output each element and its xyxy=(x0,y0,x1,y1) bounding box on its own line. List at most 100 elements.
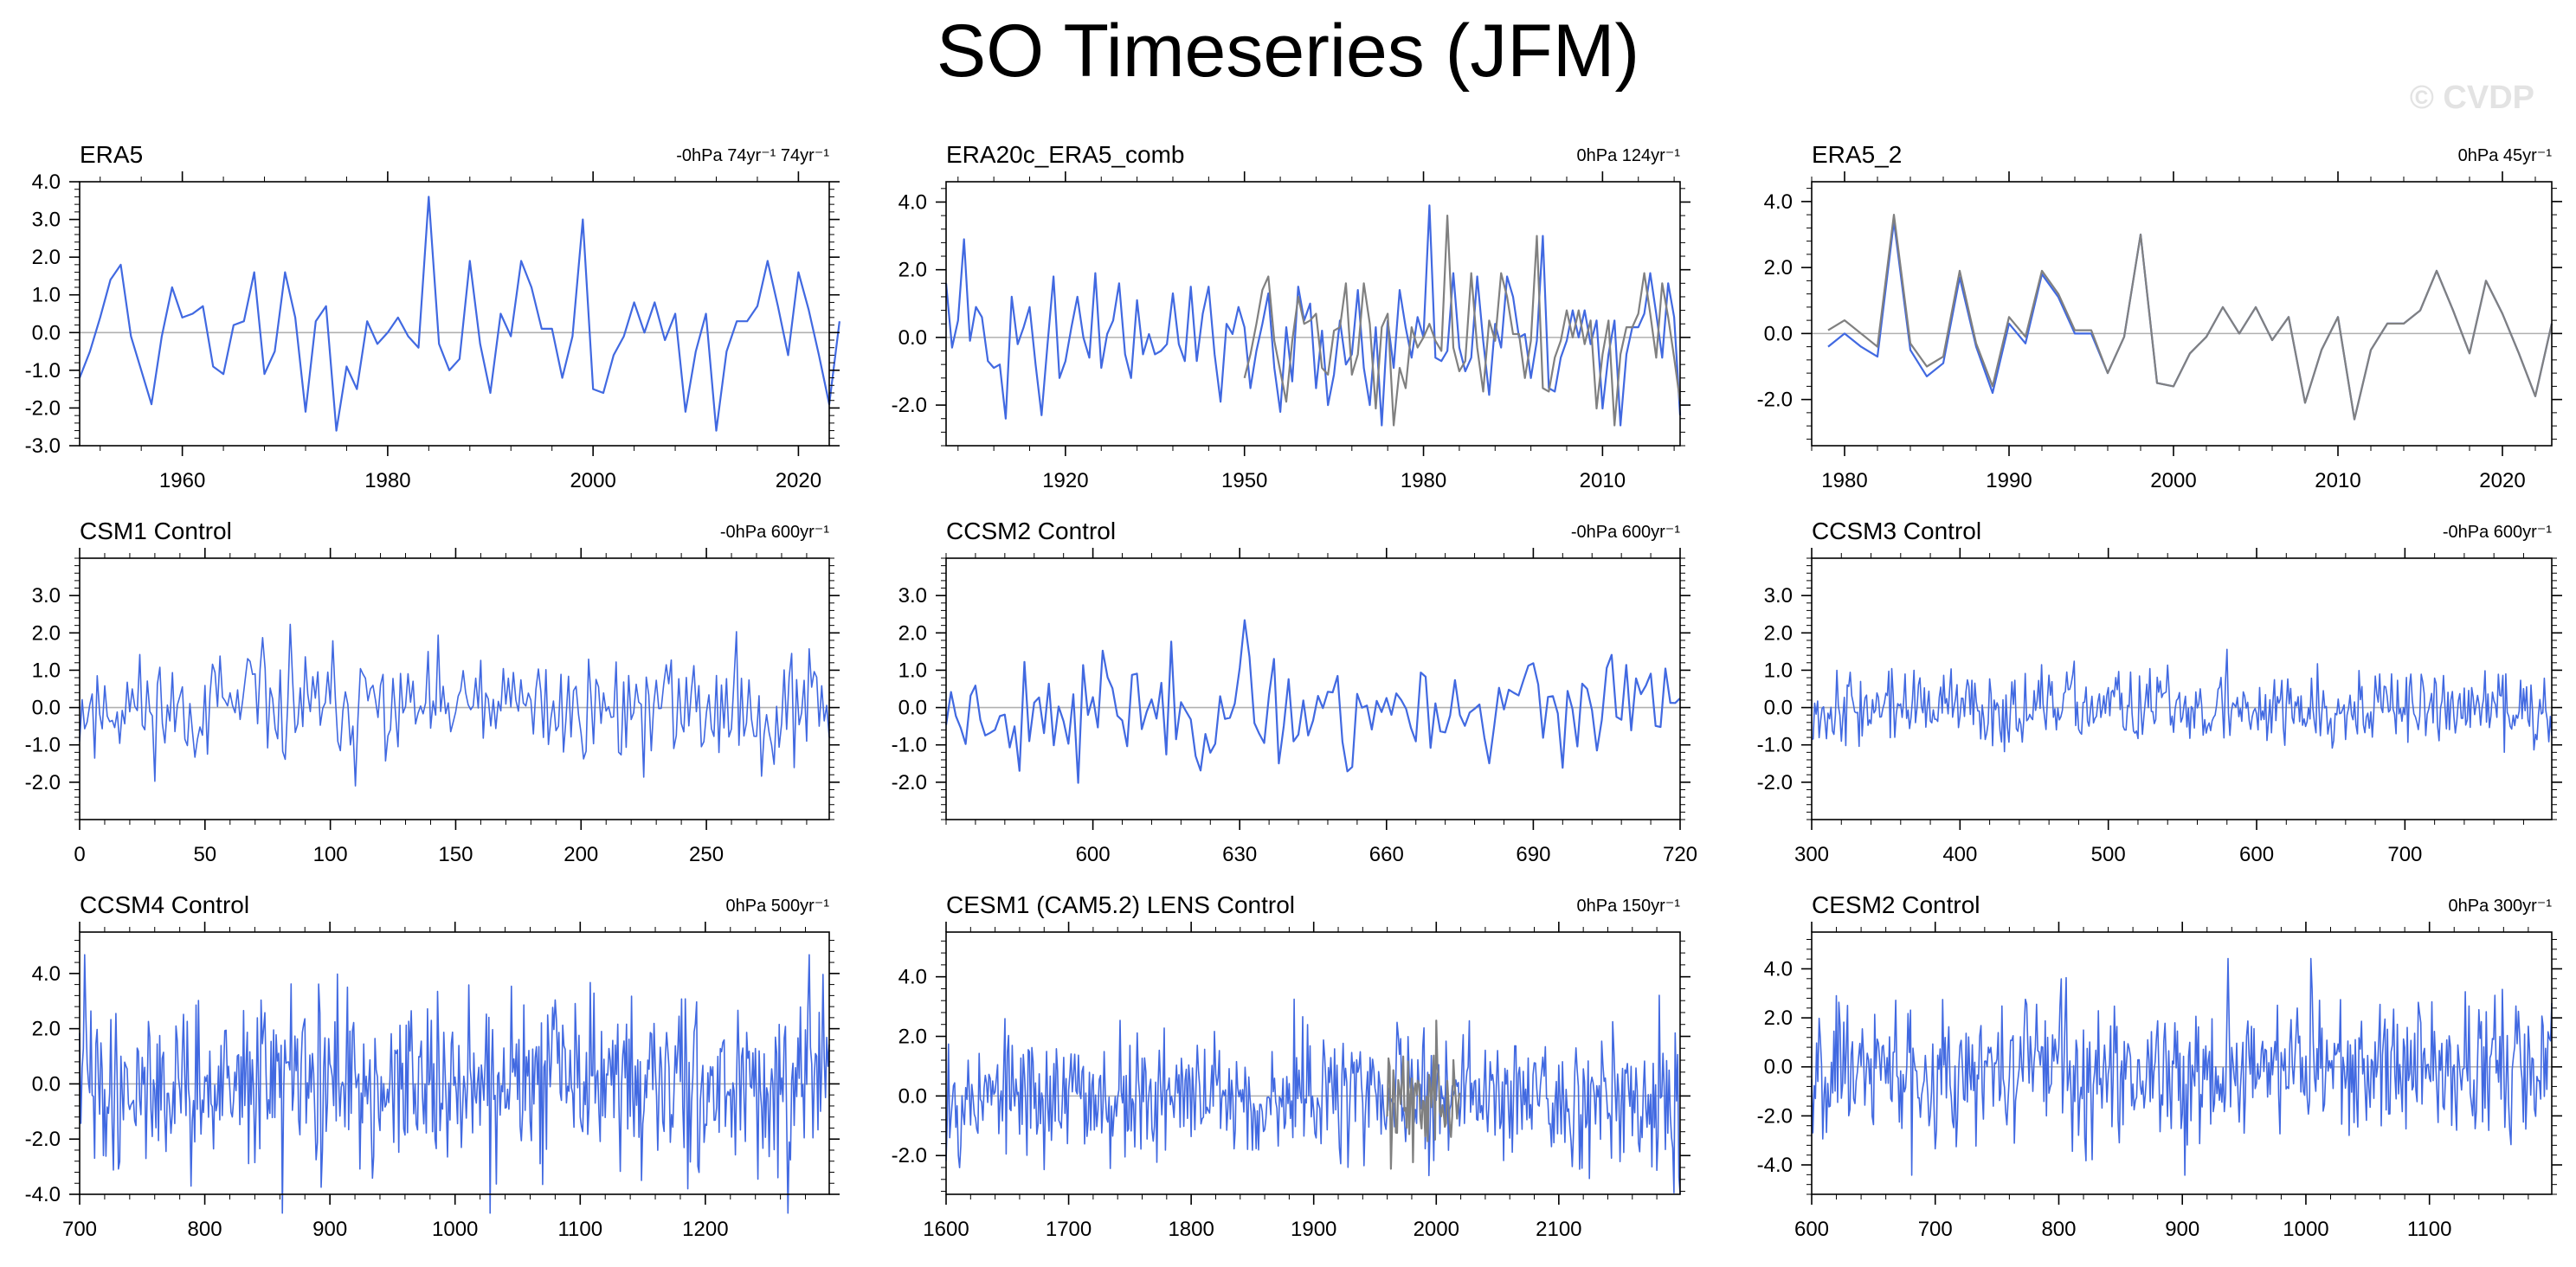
panel-title: CCSM3 Control xyxy=(1812,518,1981,544)
panel-title: CCSM4 Control xyxy=(80,891,249,918)
plot-frame xyxy=(945,557,1681,820)
y-tick-label: 3.0 xyxy=(32,209,61,232)
y-tick-label: 2.0 xyxy=(898,621,927,645)
y-tick-label: 4.0 xyxy=(1764,190,1793,214)
x-tick-label: 630 xyxy=(1222,843,1257,866)
x-tick-label: 720 xyxy=(1663,843,1697,866)
series-line-era5 xyxy=(78,196,840,432)
y-tick-label: 4.0 xyxy=(1764,957,1793,981)
x-tick-label: 2000 xyxy=(2150,469,2196,492)
x-tick-label: 200 xyxy=(564,843,598,866)
y-tick-label: -1.0 xyxy=(25,359,61,383)
y-tick-label: -1.0 xyxy=(892,734,927,757)
x-tick-label: 800 xyxy=(2041,1218,2076,1241)
y-tick-label: 0.0 xyxy=(898,697,927,720)
series-line-era5-2 xyxy=(1827,220,2553,421)
x-tick-label: 400 xyxy=(1942,843,1977,866)
x-tick-label: 1100 xyxy=(2407,1218,2452,1241)
y-tick-label: 4.0 xyxy=(898,966,927,989)
x-tick-label: 2100 xyxy=(1536,1218,1581,1241)
cvdp-watermark: © CVDP xyxy=(2409,80,2534,116)
x-tick-label: 600 xyxy=(2239,843,2274,866)
x-tick-label: 2010 xyxy=(2315,469,2360,492)
y-tick-label: 0.0 xyxy=(898,1084,927,1108)
y-tick-label: 2.0 xyxy=(1764,1007,1793,1030)
y-tick-label: 2.0 xyxy=(898,259,927,282)
y-tick-label: -2.0 xyxy=(1757,1104,1793,1128)
y-tick-label: 0.0 xyxy=(1764,697,1793,720)
x-tick-label: 1800 xyxy=(1168,1218,1214,1241)
x-tick-label: 600 xyxy=(1076,843,1111,866)
panel-subtitle: 0hPa 300yr⁻¹ xyxy=(2448,897,2552,916)
x-tick-label: 0 xyxy=(74,843,85,866)
series-line-cesm1 xyxy=(945,994,1681,1194)
panel-subtitle: 0hPa 45yr⁻¹ xyxy=(2458,146,2553,165)
x-tick-label: 1960 xyxy=(159,469,205,492)
x-tick-label: 600 xyxy=(1794,1218,1829,1241)
panel-subtitle: 0hPa 124yr⁻¹ xyxy=(1576,146,1680,165)
x-tick-label: 2010 xyxy=(1580,469,1626,492)
y-tick-label: 2.0 xyxy=(1764,621,1793,645)
panel-5: CCSM2 Control -0hPa 600yr⁻¹ -2.0 -1.0 0.0 1.0… xyxy=(892,518,1697,866)
panel-6: CCSM3 Control -0hPa 600yr⁻¹ -2.0 -1.0 0.0 1.0… xyxy=(1757,518,2562,866)
panel-title: CESM1 (CAM5.2) LENS Control xyxy=(946,891,1295,918)
series-line-ccsm4 xyxy=(79,954,830,1214)
x-tick-label: 660 xyxy=(1369,843,1404,866)
y-tick-label: 2.0 xyxy=(32,621,61,645)
panel-subtitle: -0hPa 600yr⁻¹ xyxy=(1571,523,1681,542)
panel-7: CCSM4 Control 0hPa 500yr⁻¹ -4.0 -2.0 0.0 2.0 4… xyxy=(25,891,840,1241)
panel-subtitle: 0hPa 500yr⁻¹ xyxy=(725,897,829,916)
x-tick-label: 2000 xyxy=(1414,1218,1459,1241)
x-tick-label: 1920 xyxy=(1042,469,1088,492)
y-tick-label: 2.0 xyxy=(32,246,61,269)
y-tick-label: -2.0 xyxy=(25,396,61,420)
x-tick-label: 2020 xyxy=(2479,469,2525,492)
plot-frame xyxy=(1811,557,2553,820)
y-tick-label: -3.0 xyxy=(25,434,61,458)
panel-subtitle: -0hPa 600yr⁻¹ xyxy=(720,523,830,542)
panel-8: CESM1 (CAM5.2) LENS Control 0hPa 150yr⁻¹ -… xyxy=(892,891,1690,1241)
x-tick-label: 900 xyxy=(2165,1218,2199,1241)
x-tick-label: 1950 xyxy=(1221,469,1267,492)
y-tick-label: 2.0 xyxy=(1764,256,1793,280)
panel-title: CSM1 Control xyxy=(80,518,232,544)
panel-1: ERA5 -0hPa 74yr⁻¹ 74yr⁻¹ -3.0 -2.0 -1.0 0.0 1.… xyxy=(25,141,840,492)
plot-frame xyxy=(945,181,1681,447)
y-tick-label: 1.0 xyxy=(32,659,61,682)
x-tick-label: 900 xyxy=(312,1218,347,1241)
series-line-observations xyxy=(1386,1019,1461,1170)
y-tick-label: 2.0 xyxy=(898,1026,927,1049)
x-tick-label: 1100 xyxy=(557,1218,602,1241)
y-tick-label: 1.0 xyxy=(898,659,927,682)
x-tick-label: 1700 xyxy=(1046,1218,1092,1241)
y-tick-label: 3.0 xyxy=(1764,584,1793,608)
x-tick-label: 1600 xyxy=(923,1218,969,1241)
x-tick-label: 1980 xyxy=(1401,469,1446,492)
x-tick-label: 1990 xyxy=(1986,469,2032,492)
panel-4: CSM1 Control -0hPa 600yr⁻¹ -2.0 -1.0 0.0 1.0 2… xyxy=(25,518,840,866)
x-tick-label: 2020 xyxy=(776,469,821,492)
panel-title: ERA20c_ERA5_comb xyxy=(946,141,1184,168)
y-tick-label: -2.0 xyxy=(25,1128,61,1151)
y-tick-label: -2.0 xyxy=(1757,771,1793,794)
y-tick-label: -2.0 xyxy=(892,394,927,417)
y-tick-label: -2.0 xyxy=(1757,389,1793,412)
panel-title: ERA5_2 xyxy=(1812,141,1902,168)
x-tick-label: 700 xyxy=(1918,1218,1953,1241)
panel-2: ERA20c_ERA5_comb 0hPa 124yr⁻¹ -2.0 0.0 2.0 4.… xyxy=(892,141,1690,492)
x-tick-label: 2000 xyxy=(570,469,615,492)
panel-title: CCSM2 Control xyxy=(946,518,1116,544)
y-tick-label: -4.0 xyxy=(1757,1154,1793,1177)
y-tick-label: 4.0 xyxy=(898,190,927,214)
y-tick-label: 0.0 xyxy=(1764,322,1793,345)
panel-subtitle: -0hPa 600yr⁻¹ xyxy=(2443,523,2553,542)
panel-subtitle: -0hPa 74yr⁻¹ 74yr⁻¹ xyxy=(676,146,829,165)
x-tick-label: 1980 xyxy=(364,469,410,492)
y-tick-label: -4.0 xyxy=(25,1183,61,1206)
x-tick-label: 1000 xyxy=(432,1218,478,1241)
x-tick-label: 1900 xyxy=(1291,1218,1336,1241)
panel-3: ERA5_2 0hPa 45yr⁻¹ -2.0 0.0 2.0 4.0 1980 1990 20… xyxy=(1757,141,2562,492)
y-tick-label: -2.0 xyxy=(892,1144,927,1167)
plot-frame xyxy=(79,181,830,447)
